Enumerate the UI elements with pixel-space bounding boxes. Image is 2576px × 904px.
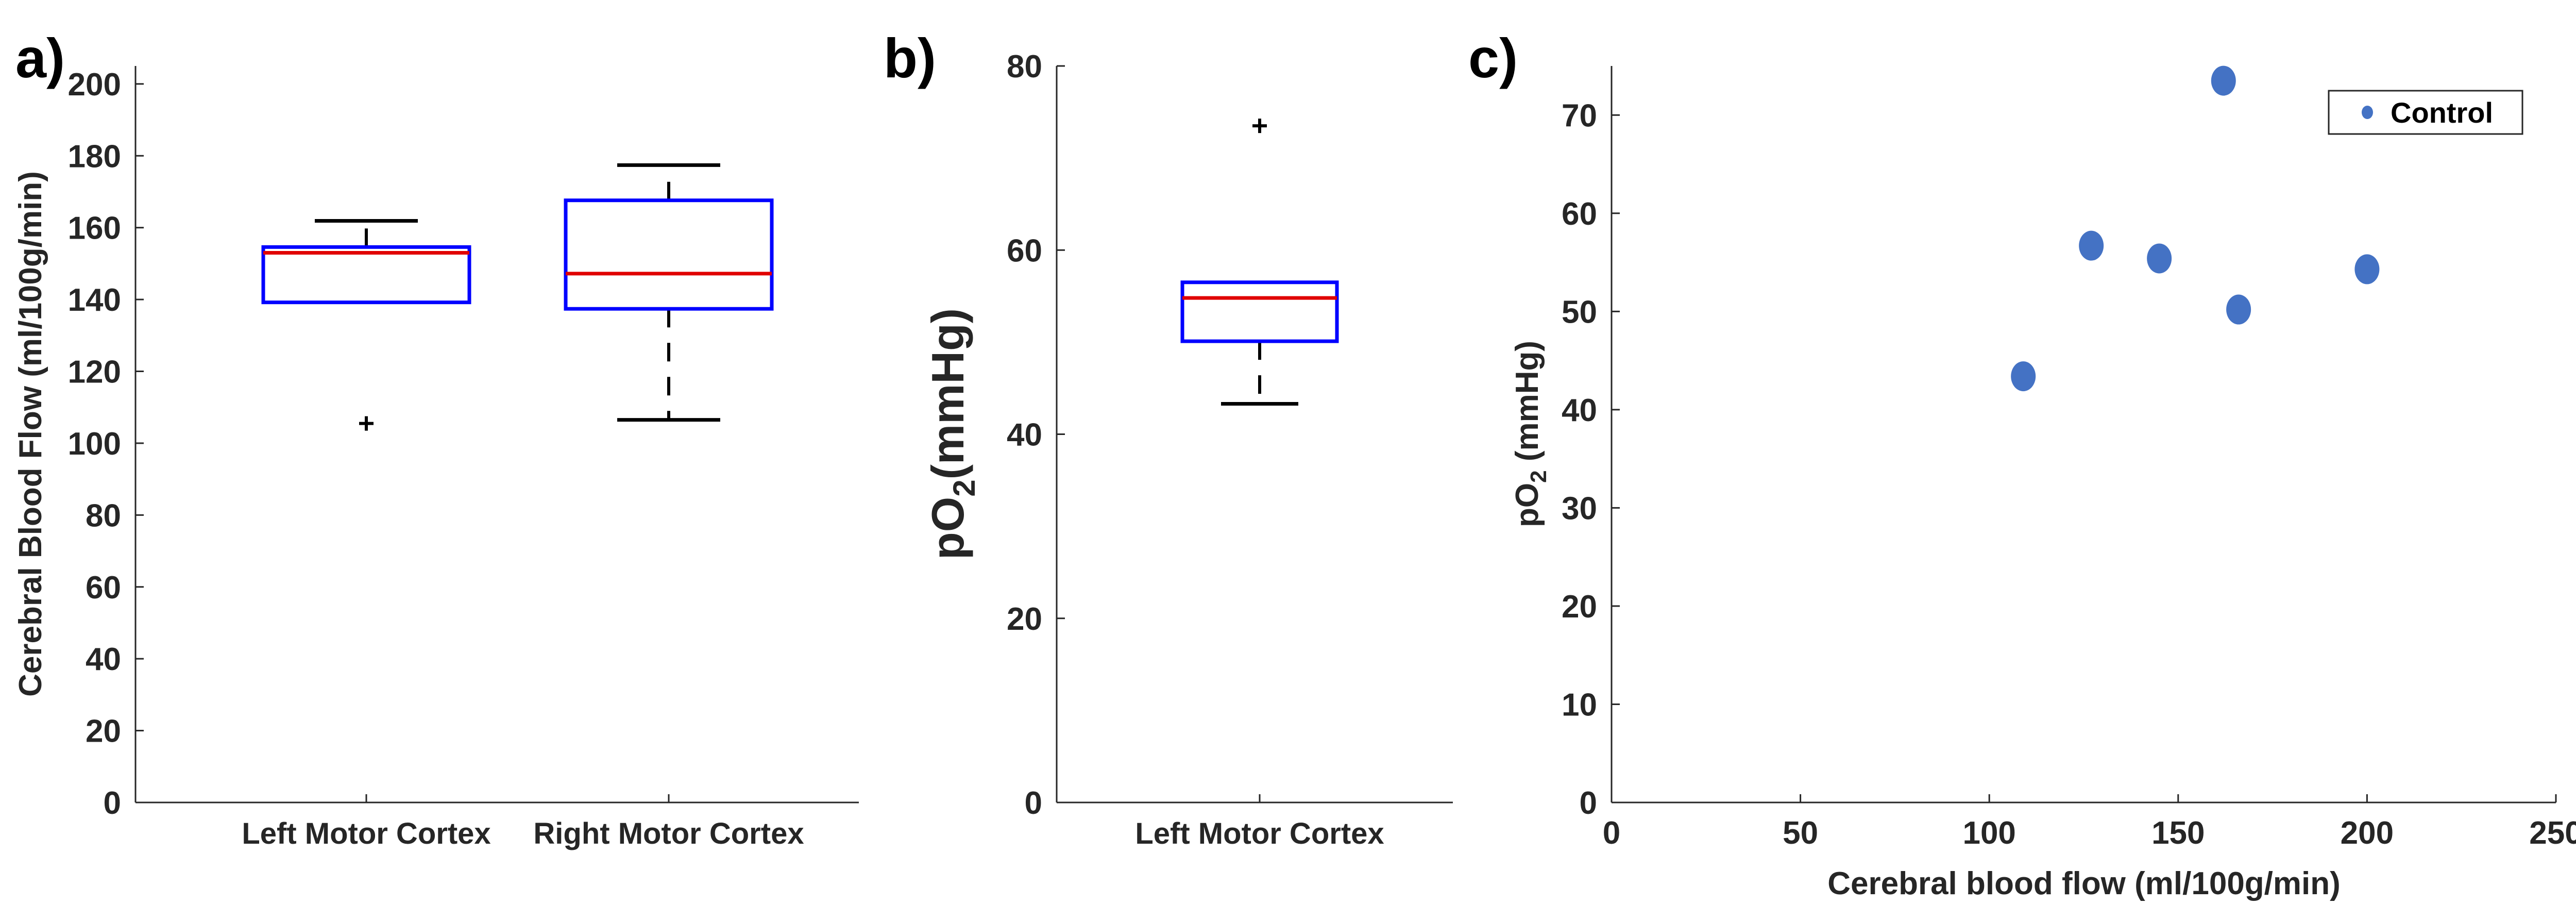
y-tick-label: 40 (1007, 417, 1042, 453)
data-point-control (2211, 65, 2236, 96)
box-iqr (564, 198, 774, 311)
y-axis-label-a: Cerebral Blood Flow (ml/100g/min) (13, 171, 48, 697)
y-tick-label: 70 (1562, 98, 1597, 133)
x-tick-label: 50 (1783, 815, 1818, 851)
y-tick-label: 20 (1007, 601, 1042, 637)
panel-label-c: c) (1468, 27, 1518, 89)
y-tick-label: 40 (86, 642, 121, 677)
data-point-control (2011, 361, 2036, 392)
x-tick-label: Left Motor Cortex (1135, 817, 1384, 850)
legend-box (2328, 90, 2523, 135)
panel-label-a: a) (15, 27, 65, 89)
y-axis-label-c: pO2 (mmHg) (1510, 341, 1551, 527)
data-point-control (2079, 230, 2104, 261)
y-tick-label: 20 (86, 714, 121, 749)
y-tick-label: 60 (1562, 196, 1597, 232)
y-tick-label: 20 (1562, 589, 1597, 625)
legend: Control (2328, 90, 2523, 135)
x-tick-label: 0 (1603, 815, 1620, 851)
y-tick-label: 100 (68, 426, 121, 462)
panel-a-cerebral-blood-flow-boxplot: a) Cerebral Blood Flow (ml/100g/min) 0 20… (13, 27, 859, 850)
x-tick-label: 100 (1962, 815, 2015, 851)
y-axis-label-b: pO2(mmHg) (922, 308, 981, 560)
x-tick-label: 150 (2151, 815, 2205, 851)
x-tick-label: 200 (2341, 815, 2394, 851)
y-tick-label: 40 (1562, 393, 1597, 428)
y-tick-label: 200 (68, 67, 121, 103)
legend-marker-control (2362, 106, 2373, 119)
data-point-control (2226, 294, 2251, 325)
data-point-control (2147, 243, 2172, 274)
y-tick-label: 120 (68, 355, 121, 390)
y-tick-label: 30 (1562, 491, 1597, 526)
y-tick-label: 0 (1580, 785, 1597, 821)
y-tick-label: 140 (68, 282, 121, 318)
y-tick-label: 80 (1007, 49, 1042, 85)
panel-c-scatter: c) pO2 (mmHg) Cerebral blood flow (ml/10… (1468, 27, 2576, 901)
y-tick-label: 160 (68, 211, 121, 246)
data-point-control (2354, 254, 2380, 284)
panel-b-po2-boxplot: b) pO2(mmHg) 0 20 40 60 80 Left Motor Cortex (884, 27, 1453, 850)
outlier-point (1252, 119, 1267, 133)
y-tick-label: 180 (68, 139, 121, 174)
outlier-point (359, 416, 374, 431)
x-tick-label: Right Motor Cortex (533, 817, 804, 850)
y-tick-label: 80 (86, 498, 121, 533)
y-tick-label: 0 (104, 785, 121, 821)
box-iqr (1180, 280, 1339, 343)
box-iqr (261, 245, 471, 305)
y-tick-label: 10 (1562, 687, 1597, 723)
x-axis-label-c: Cerebral blood flow (ml/100g/min) (1827, 866, 2341, 901)
y-tick-label: 50 (1562, 294, 1597, 330)
y-tick-label: 60 (1007, 233, 1042, 269)
legend-label-control: Control (2391, 96, 2493, 129)
x-tick-label: Left Motor Cortex (242, 817, 490, 850)
x-tick-label: 250 (2529, 815, 2576, 851)
y-tick-label: 0 (1025, 785, 1042, 821)
y-tick-label: 60 (86, 570, 121, 606)
panel-label-b: b) (884, 27, 936, 89)
